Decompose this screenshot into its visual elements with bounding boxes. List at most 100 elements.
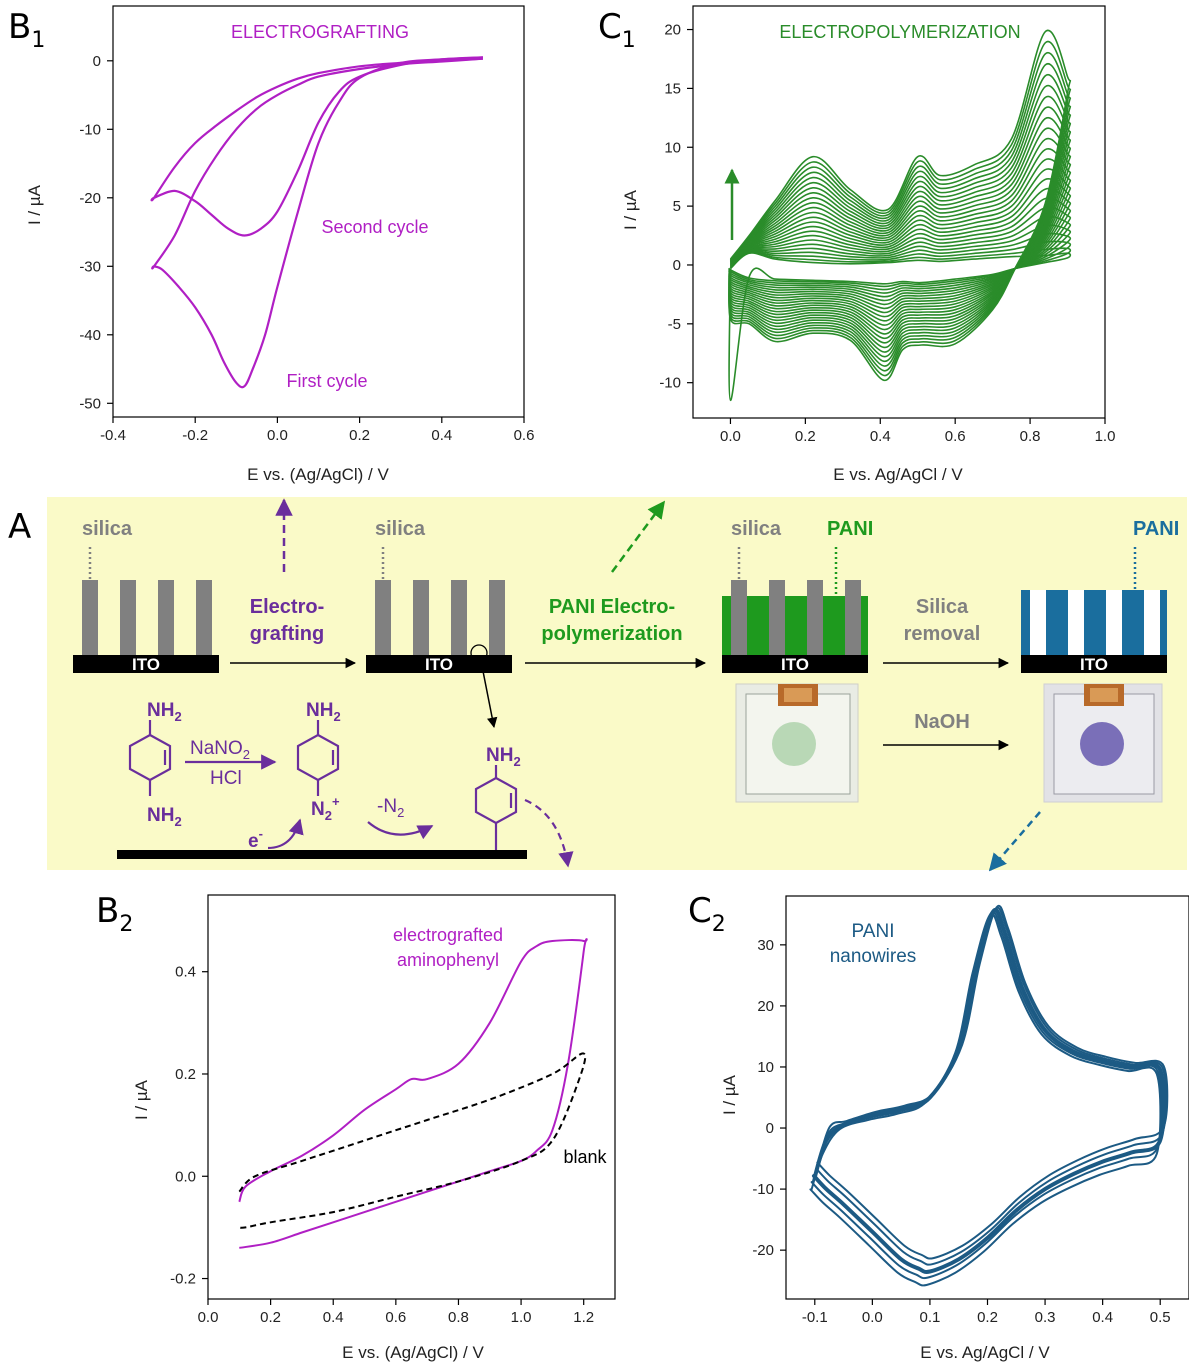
panel-label-b1: B1 [8,7,45,53]
y-axis-label-c1: I / µA [621,189,640,230]
electrode-pani-nanowires: PANI ITO [1021,518,1179,674]
tick-layer-c2: -0.1 0.0 0.1 0.2 0.3 0.4 0.5 30 20 10 0 -10 -20 [752,937,1170,1326]
y-tick-label: -10 [659,375,681,392]
x-axis-label-c1: E vs. Ag/AgCl / V [833,465,963,484]
cycle-curve-21 [728,63,1072,367]
label-silica-2: silica [375,518,426,540]
cycle-curve-8 [728,197,1072,310]
tick-layer-b2: 0.0 0.2 0.4 0.6 0.8 1.0 1.2 0.4 0.2 0.0 -0.2 [170,964,594,1326]
x-axis-label-c2: E vs. Ag/AgCl / V [920,1343,1050,1362]
cycle-curve-4 [728,232,1072,294]
x-tick-label: 0.4 [870,428,891,445]
y-axis-label-c2: I / µA [720,1074,739,1115]
x-axis-label-b1: E vs. (Ag/AgCl) / V [247,465,389,484]
step-label-electrografting-1: Electro- [250,596,324,618]
label-ito-1: ITO [132,655,160,674]
label-ito-2: ITO [425,655,453,674]
series-line-pani-5 [809,912,1162,1287]
y-tick-label: 15 [664,80,681,97]
panel-b1: B1 -0.4 -0.2 0.0 0.2 0.4 0.60-10-20-30-40-50 … [8,5,534,484]
y-tick-label: -10 [79,121,101,138]
series-layer-b1 [150,56,483,389]
series-layer-c2 [809,904,1169,1287]
x-tick-label: 0.0 [720,428,741,445]
label-naoh: NaOH [914,711,970,733]
x-tick-label: 0.4 [323,1309,344,1326]
electrode-grafted: silica ITO [366,518,512,729]
y-tick-label: -20 [79,190,101,207]
series-line-blank [238,1052,587,1229]
annotation-aminophenyl: aminophenyl [397,950,499,970]
x-tick-label: 0.6 [385,1309,406,1326]
y-tick-label: 0 [673,257,681,274]
cycle-curve-7 [728,206,1072,306]
label-silica-3: silica [731,518,782,540]
annotation-electrografted: electrografted [393,925,503,945]
annotation-second-cycle: Second cycle [321,217,428,237]
y-axis-label-b2: I / µA [132,1079,151,1120]
photo-electrode-green [735,683,859,803]
label-ito-4: ITO [1080,655,1108,674]
surface-bar [117,850,527,859]
electrode-silica-template: silica ITO [73,518,219,674]
cycle-curve-23 [728,40,1072,377]
x-tick-label: 0.8 [448,1309,469,1326]
cycle-curve-19 [728,84,1072,358]
y-tick-label: 20 [757,998,774,1015]
x-tick-label: 0.2 [795,428,816,445]
panel-label-c1: C1 [598,7,636,53]
cycle-curve-5 [728,224,1072,298]
panel-c2: C2 -0.1 0.0 0.1 0.2 0.3 0.4 0.5 30 20 10 0 -10 -20 P… [688,891,1189,1362]
step-label-pani-1: PANI Electro- [549,596,675,618]
step-label-pani-2: polymerization [541,623,682,645]
x-tick-label: 1.0 [511,1309,532,1326]
y-tick-label: 0 [93,53,101,70]
cycle-curve-11 [728,168,1072,322]
x-tick-label: 1.0 [1095,428,1116,445]
zoom-arrow [480,660,498,729]
x-tick-label: 0.2 [977,1309,998,1326]
tick-layer-b1: -0.4 -0.2 0.0 0.2 0.4 0.6 0 -10 -20 -30 -40 -50 [79,53,534,444]
x-tick-label: 0.2 [260,1309,281,1326]
electrode-pani-silica: silica PANI ITO [722,518,873,674]
step-label-silica-1: Silica [916,596,969,618]
series-layer-c1 [728,29,1072,402]
y-tick-label: 0 [766,1120,774,1137]
y-tick-label: -0.2 [170,1271,196,1288]
y-tick-label: 10 [664,139,681,156]
cycle-curve-14 [728,137,1072,335]
x-tick-label: 0.6 [514,427,535,444]
plot-frame-b1 [112,5,525,418]
cycle-curve-10 [728,178,1072,318]
panel-a-scheme: A silica ITO Electro- grafting silica [8,497,1187,872]
chart-title-c1: ELECTROPOLYMERIZATION [779,22,1020,42]
panel-label-c2: C2 [688,891,726,937]
label-pani-green: PANI [827,518,873,540]
cycle-curve-6 [728,215,1072,302]
y-tick-label: 5 [673,198,681,215]
nh2-label-2: NH2 [147,805,182,829]
y-tick-label: 0.0 [175,1168,196,1185]
y-tick-label: 30 [757,937,774,954]
annotation-blank: blank [563,1147,607,1167]
series-line-first-cycle [151,56,483,389]
label-pani-blue: PANI [1133,518,1179,540]
chemistry-labels: NH2 NH2 NH2 NH2 N2+ -N2 e- NaNO2 HCl [147,700,521,852]
step-label-electrografting-2: grafting [250,623,324,645]
x-tick-label: 0.0 [862,1309,883,1326]
cycle-curve-1 [728,252,1072,402]
cycle-curve-9 [728,187,1072,314]
plot-frame-c1 [692,5,1106,419]
hcl-label: HCl [210,768,242,789]
panel-label-b2: B2 [96,891,133,937]
x-tick-label: 1.2 [573,1309,594,1326]
y-tick-label: -5 [668,316,681,333]
nano2-label: NaNO2 [190,738,250,762]
x-tick-label: 0.3 [1035,1309,1056,1326]
nh2-label-4: NH2 [486,745,521,769]
electron-label: e- [248,826,263,852]
y-tick-label: -40 [79,327,101,344]
minus-n2-label: -N2 [377,796,404,820]
diazonium-label: N2+ [311,794,340,823]
link-arrow-to-c1 [610,500,666,573]
